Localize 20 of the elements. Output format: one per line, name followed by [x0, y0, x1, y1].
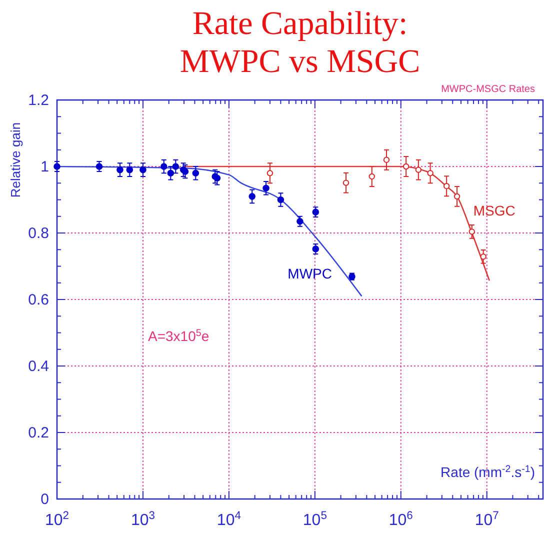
- x-tick-label: 10$^{5}$: [302, 510, 327, 529]
- y-tick-label: 1.2: [28, 92, 49, 109]
- y-tick-label: 0.2: [28, 424, 49, 442]
- x-axis-title: Rate (mm$^{-2}$.s$^{-1}$): [440, 464, 535, 480]
- y-tick-label: 0: [40, 491, 49, 508]
- annotation: A=3x10$^{5}$e: [148, 328, 210, 344]
- x-tick-label: 10$^{7}$: [474, 510, 499, 529]
- y-axis-title: Relative gain: [8, 122, 23, 198]
- x-tick-label: 10$^{4}$: [216, 510, 241, 529]
- y-tick-label: 0.8: [28, 225, 49, 242]
- series-label: MWPC: [288, 266, 332, 282]
- y-tick-label: 0.4: [28, 358, 49, 375]
- series-label: MSGC: [473, 202, 516, 219]
- y-tick-label: 1: [40, 158, 49, 176]
- x-tick-label: 10$^{3}$: [130, 510, 155, 529]
- x-tick-label: 10$^{2}$: [44, 510, 70, 529]
- text: MWPC-MSGC Rates: [441, 84, 535, 95]
- chart-title: Rate Capability: MWPC vs MSGC: [180, 6, 420, 80]
- x-tick-label: 10$^{6}$: [388, 510, 413, 529]
- y-tick-label: 0.6: [28, 292, 49, 308]
